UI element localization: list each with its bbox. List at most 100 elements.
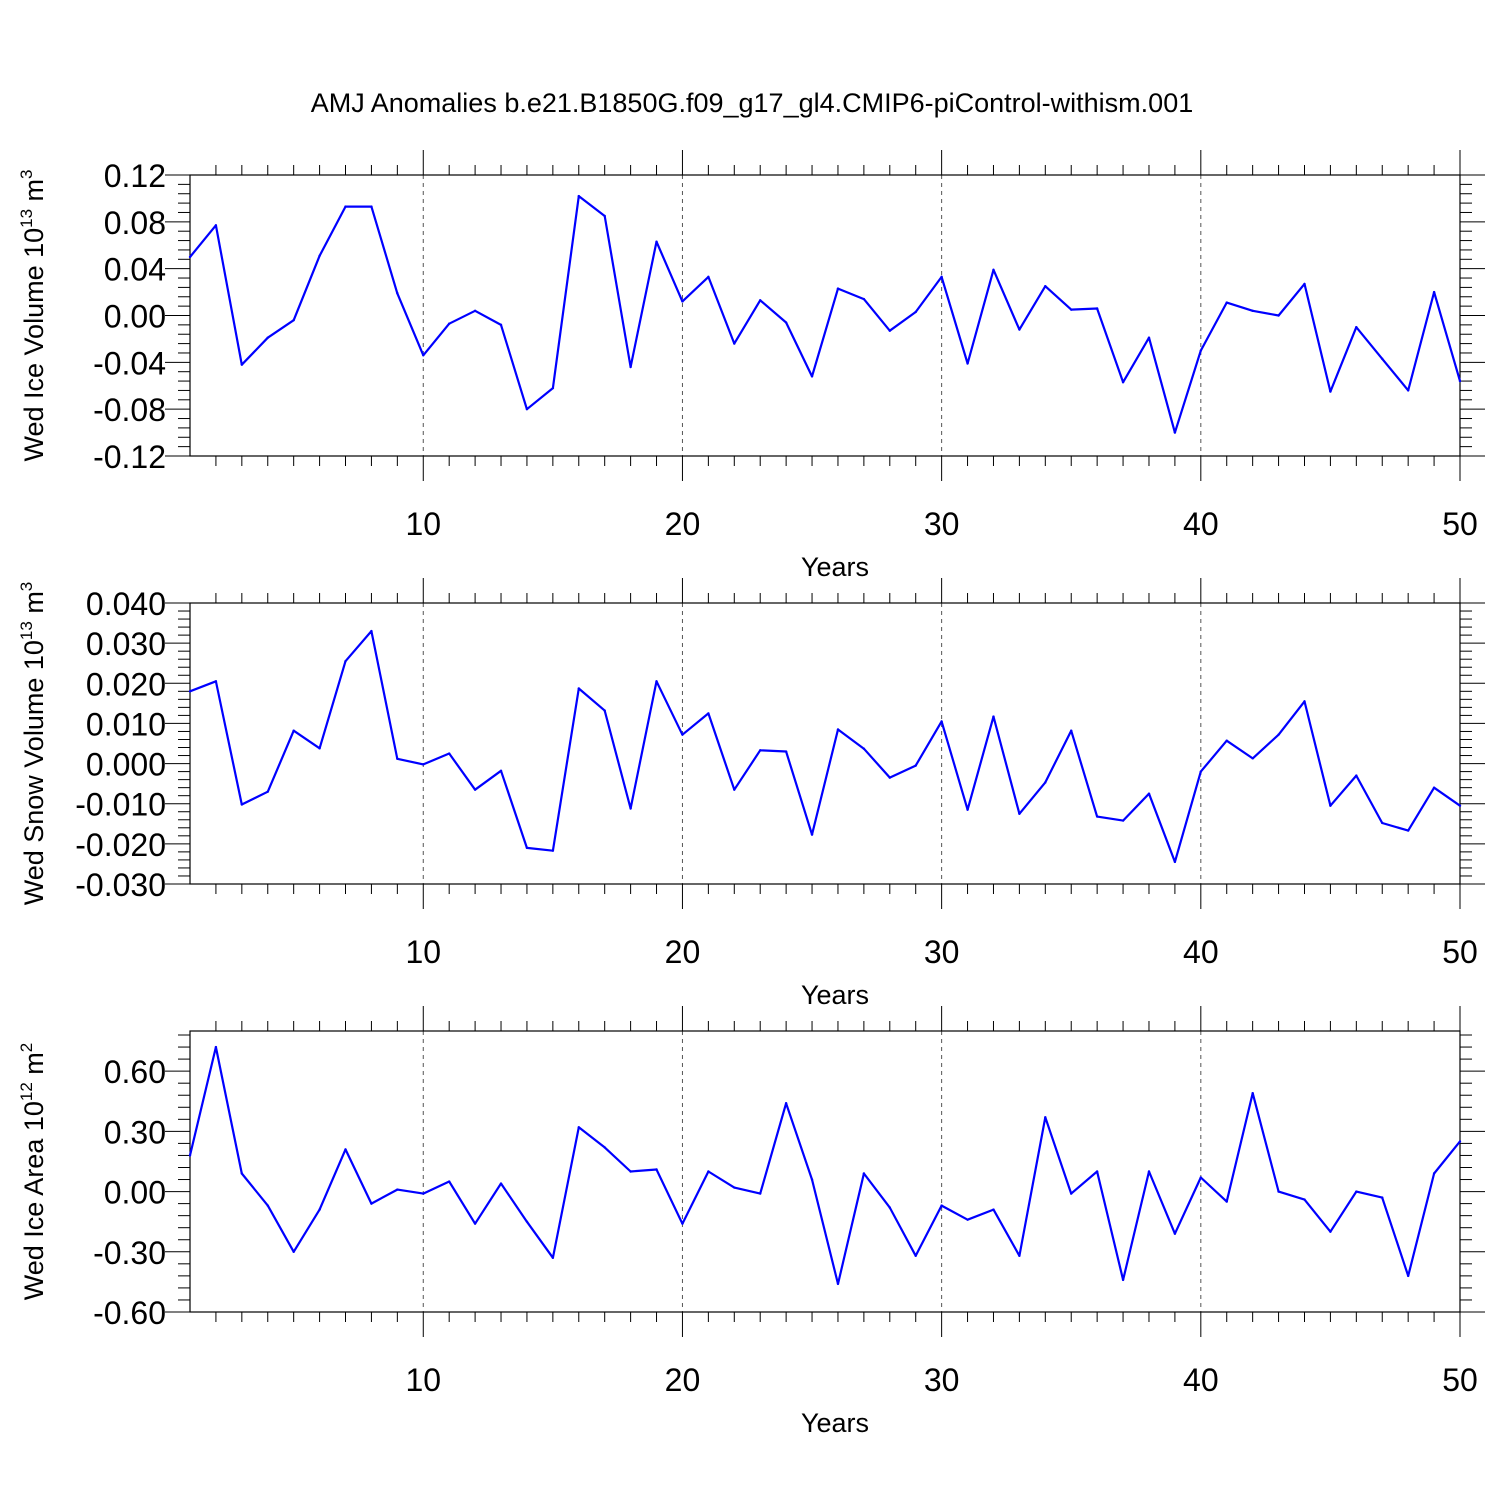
snow-volume-data-point	[473, 788, 477, 791]
ice-volume-data-point	[992, 268, 995, 272]
ice-area-data-point	[603, 1146, 606, 1149]
ice-volume-data-point	[266, 336, 269, 339]
ice-volume-data-point	[914, 310, 917, 314]
snow-volume-data-point	[914, 764, 917, 767]
snow-volume-ytick-label: 0.020	[86, 666, 166, 702]
snow-volume-data-point	[1303, 700, 1306, 703]
snow-volume-xtick-label: 50	[1442, 934, 1478, 970]
ice-volume-data-point	[1329, 390, 1332, 393]
ice-volume-data-point	[214, 224, 218, 227]
ice-area-data-point	[810, 1178, 814, 1181]
snow-volume-ytick-label: -0.020	[75, 827, 166, 863]
ice-area-data-point	[914, 1254, 917, 1258]
snow-volume-data-point	[992, 715, 995, 718]
snow-volume-data-point	[888, 776, 891, 779]
ice-volume-data-point	[603, 214, 606, 218]
ice-volume-ylabel: Wed Ice Volume 1013 m3	[17, 169, 49, 461]
ice-volume-ytick-label: -0.04	[93, 345, 166, 381]
snow-volume-ylabel-exponent: 13	[17, 621, 36, 640]
snow-volume-xtick-label: 10	[405, 934, 441, 970]
ice-area-data-point	[707, 1170, 710, 1173]
snow-volume-data-point	[1355, 774, 1358, 777]
snow-volume-data-point	[1406, 829, 1410, 832]
snow-volume-data-point	[1173, 860, 1177, 864]
ice-volume-data-point	[1406, 389, 1410, 392]
ice-area-data-point	[966, 1218, 969, 1221]
ice-volume-xtick-label: 10	[405, 506, 441, 542]
panel-ice-area: 10 20 30 40 50 -0.60 -0.30 0.00 0.30 0.60 Years Wed…	[17, 1006, 1485, 1438]
figure-title: AMJ Anomalies b.e21.B1850G.f09_g17_gl4.C…	[311, 88, 1193, 118]
snow-volume-ytick-label: -0.010	[75, 787, 166, 823]
ice-volume-ytick-label: -0.12	[93, 439, 166, 475]
ice-area-data-point	[1303, 1198, 1306, 1201]
snow-volume-data-point	[1381, 821, 1384, 825]
ice-volume-data-point	[292, 318, 295, 322]
snow-volume-ytick-label: -0.030	[75, 867, 166, 903]
ice-volume-data-point	[1225, 301, 1228, 304]
snow-volume-data-point	[1432, 786, 1436, 789]
snow-volume-data-point	[1329, 804, 1332, 807]
ice-area-data-point	[1173, 1232, 1177, 1235]
snow-volume-data-point	[1070, 729, 1073, 732]
snow-volume-data-point	[836, 728, 840, 731]
ice-volume-data-point	[1277, 314, 1280, 317]
panel-snow-volume: 10 20 30 40 50 -0.030 -0.020 -0.010 0.000 0.010 0.…	[17, 578, 1485, 1010]
ice-volume-data-point	[1381, 357, 1384, 361]
snow-volume-data-point	[1225, 739, 1228, 742]
ice-area-data-point	[888, 1206, 891, 1209]
snow-volume-data-point	[188, 690, 192, 693]
ice-area-data-point	[1251, 1092, 1254, 1095]
ice-volume-data-point	[707, 275, 710, 279]
ice-volume-data-point	[836, 287, 840, 290]
ice-area-data-point	[1199, 1176, 1203, 1179]
snow-volume-data-point	[1018, 812, 1021, 815]
ice-volume-data-point	[344, 205, 347, 208]
ice-area-data-point	[1406, 1274, 1410, 1278]
snow-volume-data-point	[733, 788, 736, 791]
ice-area-data-point	[1044, 1116, 1047, 1119]
ice-volume-data-point	[396, 292, 399, 295]
ice-area-data-point	[862, 1172, 866, 1175]
snow-volume-ytick-label: 0.030	[86, 626, 166, 662]
ice-volume-data-point	[733, 342, 736, 345]
snow-volume-data-point	[447, 752, 451, 755]
ice-volume-data-point	[1303, 282, 1306, 286]
ice-volume-xtick-label: 30	[924, 506, 960, 542]
ice-area-data-point	[266, 1204, 269, 1207]
snow-volume-data-point	[1199, 770, 1203, 773]
ice-volume-ytick-label: 0.00	[104, 299, 166, 335]
ice-volume-ytick-label: 0.04	[104, 252, 166, 288]
ice-area-data-point	[370, 1202, 373, 1205]
ice-volume-data-point	[1251, 309, 1254, 313]
ice-area-data-point	[214, 1045, 218, 1049]
ice-area-data-point	[1355, 1190, 1358, 1193]
snow-volume-ylabel-unit: m	[19, 591, 49, 621]
snow-volume-data-point	[292, 729, 295, 732]
ice-volume-ylabel-unit: m	[19, 179, 49, 209]
ice-volume-data-point	[966, 362, 969, 365]
ice-volume-xtick-label: 50	[1442, 506, 1478, 542]
snow-volume-ylabel-text: Wed Snow Volume 10	[19, 640, 49, 905]
ice-area-ylabel-exponent: 12	[17, 1082, 36, 1101]
snow-volume-data-point	[707, 712, 710, 715]
snow-volume-data-point	[1251, 757, 1254, 760]
ice-volume-ytick-label: -0.08	[93, 392, 166, 428]
ice-area-data-point	[681, 1222, 684, 1225]
ice-volume-xlabel: Years	[801, 552, 869, 582]
snow-volume-ylabel-unit-exponent: 3	[17, 582, 36, 591]
ice-volume-series-line	[189, 195, 1462, 434]
ice-volume-data-point	[888, 329, 891, 332]
snow-volume-data-point	[240, 803, 244, 806]
ice-volume-ylabel-text: Wed Ice Volume 10	[19, 228, 49, 462]
ice-area-xtick-label: 50	[1442, 1362, 1478, 1398]
snow-volume-data-point	[370, 629, 373, 633]
ice-area-data-point	[836, 1282, 840, 1286]
snow-volume-data-point	[551, 849, 555, 852]
ice-volume-data-point	[759, 299, 762, 302]
ice-volume-data-point	[681, 300, 684, 303]
snow-volume-data-point	[266, 790, 269, 793]
ice-volume-ytick-label: 0.08	[104, 205, 166, 241]
ice-area-data-point	[733, 1186, 736, 1189]
ice-volume-data-point	[784, 321, 788, 324]
snow-volume-data-point	[1277, 733, 1280, 736]
